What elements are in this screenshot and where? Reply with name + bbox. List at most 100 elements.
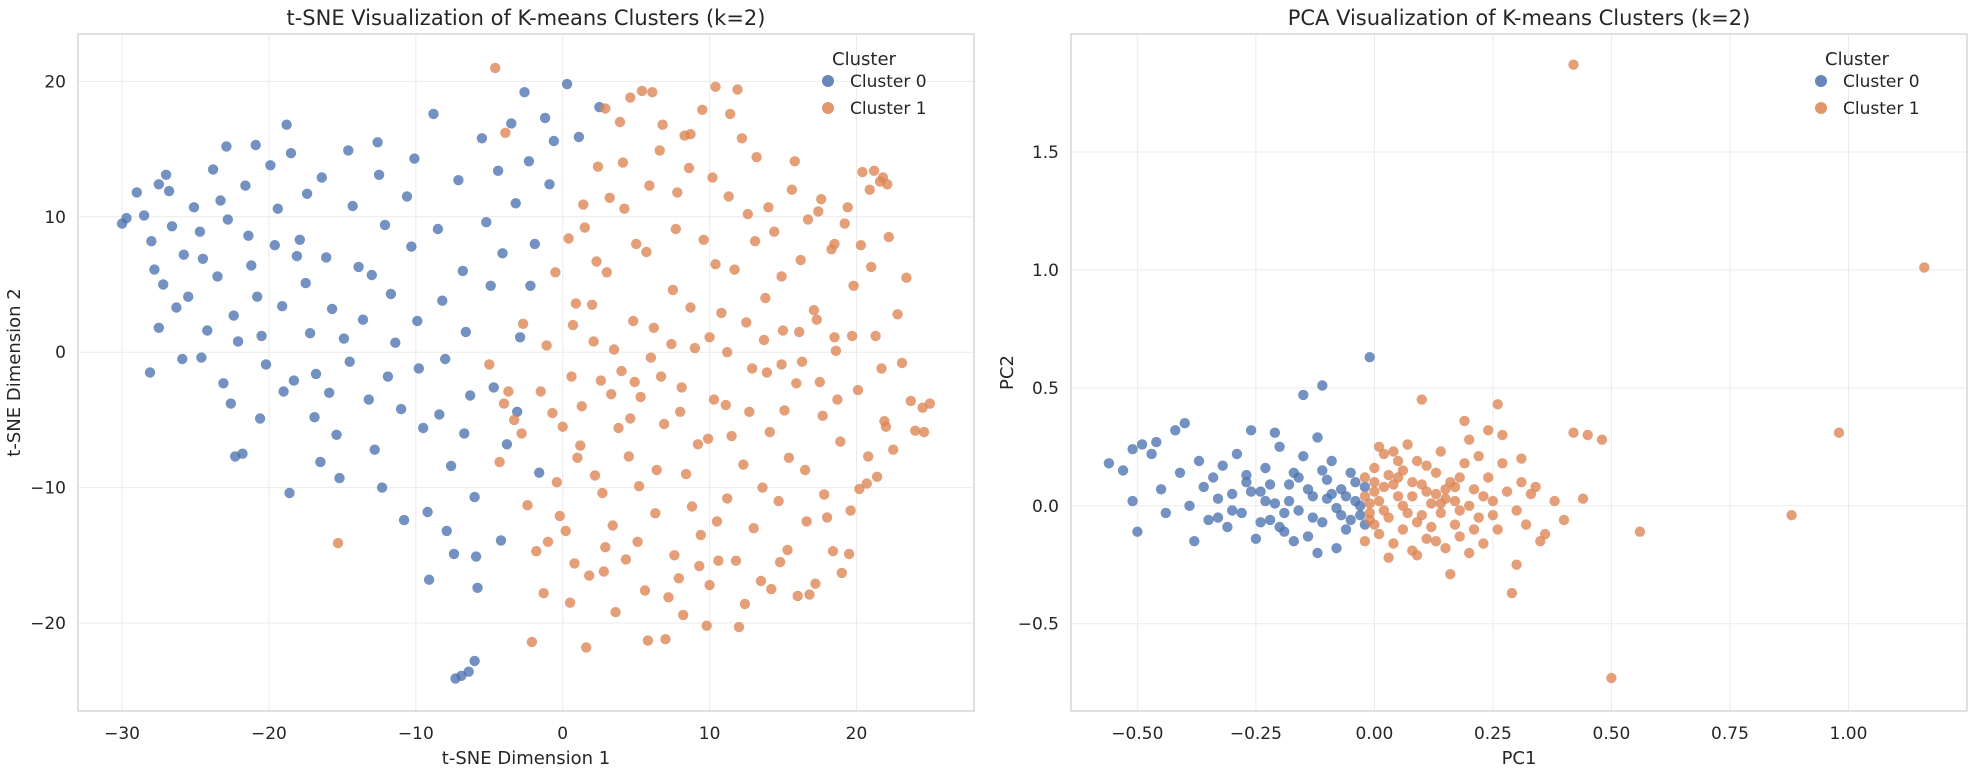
chart-1-point (526, 636, 538, 648)
chart-1-point (557, 421, 568, 432)
chart-1-point (432, 223, 444, 235)
chart-1-point (357, 314, 369, 325)
chart-1-point (698, 234, 709, 245)
chart-1-point (301, 188, 313, 199)
chart-1-point (672, 187, 683, 198)
chart-1-point (230, 451, 241, 462)
chart-1-point (547, 407, 558, 419)
chart-1-point (669, 550, 680, 561)
chart-2-point (1279, 507, 1290, 519)
chart-1-point (372, 137, 383, 148)
chart-2-point (1506, 587, 1518, 599)
chart-1-point (644, 180, 655, 191)
chart-1-point (733, 621, 745, 633)
chart-2-point (1312, 432, 1323, 443)
chart-1-point (782, 544, 793, 556)
chart-2-point (1369, 486, 1380, 497)
chart-2-point (1127, 444, 1138, 455)
chart-1-x-tick-label: −10 (398, 724, 434, 744)
chart-1-series-0 (116, 78, 605, 684)
chart-1-point (600, 542, 611, 553)
chart-2-point (1336, 510, 1347, 521)
chart-1-point (896, 357, 908, 369)
chart-1-point (814, 376, 825, 388)
chart-1-point (695, 529, 706, 541)
chart-2-point (1497, 458, 1508, 469)
chart-1-point (506, 118, 517, 129)
chart-1-point (736, 133, 748, 144)
chart-1-point (573, 131, 585, 143)
chart-1-point (409, 153, 420, 164)
chart-1-point (776, 359, 787, 370)
chart-1-point (183, 291, 194, 302)
chart-1-point (158, 279, 169, 290)
chart-2-point (1516, 477, 1527, 488)
chart-2-point (1483, 472, 1494, 483)
chart-2-point (1606, 672, 1617, 684)
chart-2-point (1383, 512, 1394, 523)
chart-2-point (1293, 505, 1304, 516)
chart-1-point (744, 406, 755, 417)
chart-1-point (720, 399, 731, 411)
chart-1-series-1 (332, 62, 936, 653)
chart-2-point (1369, 519, 1380, 530)
chart-1-point (153, 322, 164, 333)
chart-2-point (1426, 498, 1437, 509)
chart-1-point (748, 523, 759, 534)
chart-1-point (470, 551, 482, 562)
chart-2-y-axis-label: PC2 (997, 355, 1018, 390)
chart-1-title: t-SNE Visualization of K-means Clusters … (286, 6, 765, 30)
chart-1-point (870, 330, 881, 342)
chart-1-point (503, 386, 514, 397)
chart-2-point (1416, 479, 1428, 490)
chart-2-point (1473, 512, 1484, 523)
chart-1-point (732, 84, 743, 95)
chart-1-point (683, 162, 695, 174)
chart-1-point (579, 222, 590, 233)
chart-1-point (529, 238, 540, 250)
chart-1-point (689, 342, 701, 354)
chart-1-y-axis-label: t-SNE Dimension 2 (4, 288, 25, 456)
chart-1-point (171, 302, 182, 313)
chart-2-y-tick-label: 0.0 (1032, 497, 1059, 517)
chart-1-point (855, 240, 867, 251)
chart-1-point (830, 345, 842, 356)
chart-2-point (1478, 538, 1489, 549)
chart-1-point (761, 367, 773, 378)
chart-1-point (774, 556, 786, 568)
chart-1-point (525, 280, 536, 291)
chart-1-point (250, 139, 261, 151)
chart-2-point (1222, 521, 1233, 533)
chart-1-point (676, 382, 687, 393)
chart-2-point (1435, 446, 1447, 457)
chart-1-point (701, 620, 712, 631)
chart-1-point (495, 535, 507, 546)
chart-1-point (694, 560, 705, 572)
chart-2-point (1274, 521, 1285, 533)
chart-2-point (1568, 427, 1579, 438)
chart-2-point (1421, 460, 1432, 471)
chart-2-point (1227, 488, 1238, 500)
chart-1-point (633, 481, 645, 492)
chart-1-point (799, 464, 811, 476)
chart-1-point (623, 451, 634, 462)
chart-2-point (1283, 495, 1295, 507)
chart-1-point (864, 184, 875, 195)
chart-1-point (256, 330, 267, 342)
chart-2-point (1364, 352, 1375, 363)
chart-1-point (617, 157, 629, 168)
chart-2-point (1264, 479, 1276, 490)
chart-2-point (1170, 425, 1181, 436)
chart-1-point (888, 444, 899, 455)
chart-1-point (561, 78, 573, 90)
chart-1-point (401, 191, 413, 202)
chart-1-point (863, 451, 874, 462)
chart-1-y-tick-label: −10 (30, 479, 66, 499)
chart-1-point (747, 363, 758, 374)
chart-2-point (1373, 528, 1385, 540)
chart-2-point (1454, 531, 1465, 542)
chart-1-point (284, 487, 295, 499)
chart-1-point (648, 322, 659, 333)
chart-2-x-tick-label: 1.00 (1830, 724, 1868, 744)
chart-1-point (619, 203, 630, 214)
